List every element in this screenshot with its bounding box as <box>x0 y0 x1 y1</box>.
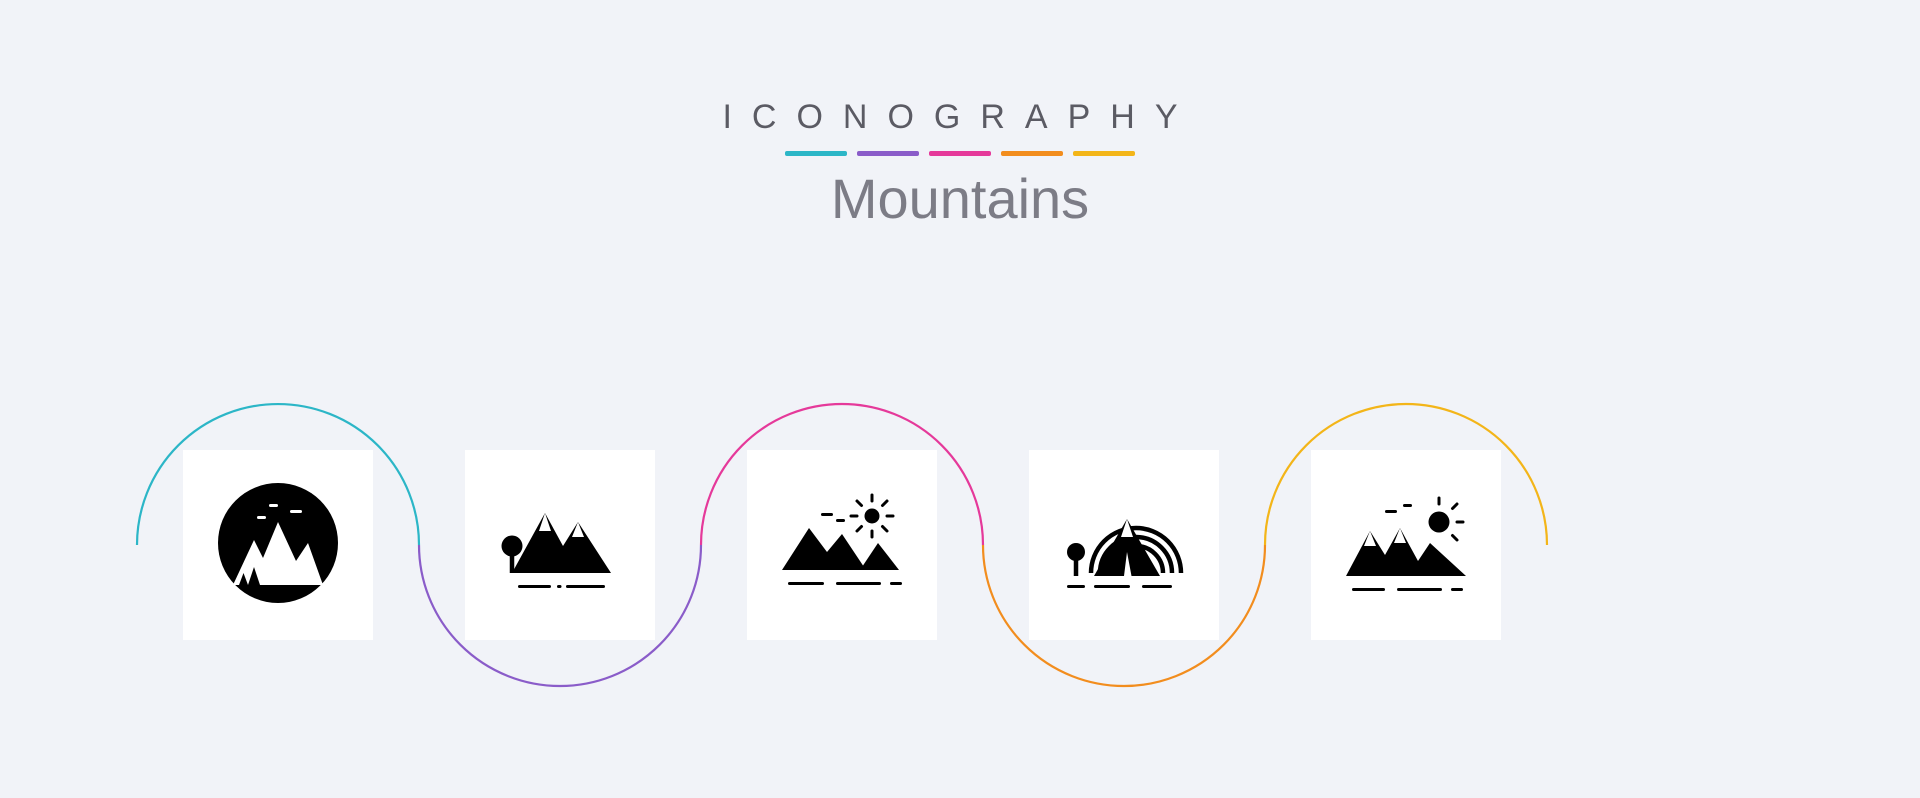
mountain-rainbow-icon <box>1049 468 1199 623</box>
brand-text: ICONOGRAPHY <box>0 98 1920 137</box>
icon-card-2 <box>465 450 655 640</box>
icon-card-3 <box>747 450 937 640</box>
color-stripes <box>0 151 1920 156</box>
mountain-sunrise-icon <box>1331 468 1481 623</box>
stripe-3 <box>929 151 991 156</box>
stripe-5 <box>1073 151 1135 156</box>
icon-card-5 <box>1311 450 1501 640</box>
header: ICONOGRAPHY Mountains <box>0 98 1920 231</box>
stripe-2 <box>857 151 919 156</box>
canvas: ICONOGRAPHY Mountains <box>0 0 1920 798</box>
mountain-night-circle-icon <box>203 468 353 623</box>
stripe-1 <box>785 151 847 156</box>
mountain-tree-icon <box>485 468 635 623</box>
stripe-4 <box>1001 151 1063 156</box>
icon-card-1 <box>183 450 373 640</box>
icon-card-4 <box>1029 450 1219 640</box>
mountain-sun-icon <box>767 468 917 623</box>
subtitle-text: Mountains <box>0 166 1920 231</box>
